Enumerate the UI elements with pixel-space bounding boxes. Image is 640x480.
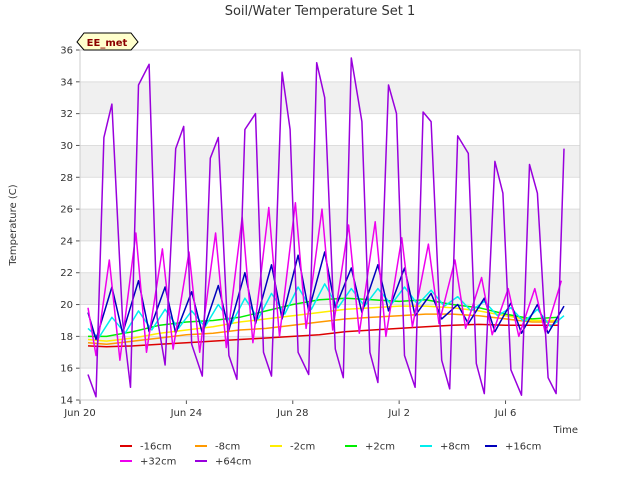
series-lines: [87, 57, 565, 398]
x-tick-label: Jun 20: [63, 408, 96, 419]
y-axis-label: Temperature (C): [8, 184, 19, 266]
y-tick-label: 34: [60, 77, 73, 88]
x-tick-label: Jun 24: [170, 408, 203, 419]
legend-label: +64cm: [215, 457, 251, 468]
legend-label: -2cm: [290, 442, 315, 453]
background-bands: [80, 81, 580, 369]
chart-title: Soil/Water Temperature Set 1: [225, 4, 416, 19]
y-tick-label: 16: [60, 364, 73, 375]
series-line-+32cm: [87, 201, 563, 361]
series-line-+64cm: [87, 57, 565, 398]
legend-label: +2cm: [365, 442, 395, 453]
legend-label: +32cm: [140, 457, 176, 468]
station-badge: EE_met: [76, 32, 139, 51]
y-tick-label: 14: [60, 396, 73, 407]
legend-label: +8cm: [440, 442, 470, 453]
x-axis-ticks: Jun 20 Jun 24 Jun 28 Jul 2 Jul 6: [63, 400, 516, 419]
y-tick-label: 36: [60, 46, 73, 57]
y-axis-ticks: 14 16 18 20 22 24 26 28 30 32 34 36: [60, 46, 80, 407]
series-line-+16cm: [87, 251, 565, 341]
x-tick-label: Jul 2: [387, 408, 410, 419]
x-tick-label: Jul 6: [494, 408, 517, 419]
y-tick-label: 18: [60, 332, 73, 343]
legend-label: -16cm: [140, 442, 172, 453]
legend: -16cm -8cm -2cm +2cm +8cm +16cm +32cm +64cm: [120, 442, 541, 468]
series-line-+8cm: [87, 283, 565, 339]
y-tick-label: 32: [60, 109, 73, 120]
band: [80, 145, 580, 178]
y-tick-label: 30: [60, 141, 73, 152]
x-tick-label: Jun 28: [276, 408, 309, 419]
y-tick-label: 28: [60, 173, 73, 184]
plot-frame: [79, 49, 581, 401]
band: [80, 336, 580, 369]
x-axis-label: Time: [553, 425, 578, 436]
y-tick-label: 20: [60, 300, 73, 311]
legend-label: -8cm: [215, 442, 240, 453]
y-tick-label: 22: [60, 268, 73, 279]
badge-box: [76, 32, 139, 51]
series-line--16cm: [87, 323, 559, 348]
badge-label: EE_met: [87, 38, 128, 49]
series-line--8cm: [87, 313, 559, 346]
legend-label: +16cm: [505, 442, 541, 453]
y-tick-label: 26: [60, 205, 73, 216]
band: [80, 81, 580, 114]
y-tick-label: 24: [60, 236, 73, 247]
